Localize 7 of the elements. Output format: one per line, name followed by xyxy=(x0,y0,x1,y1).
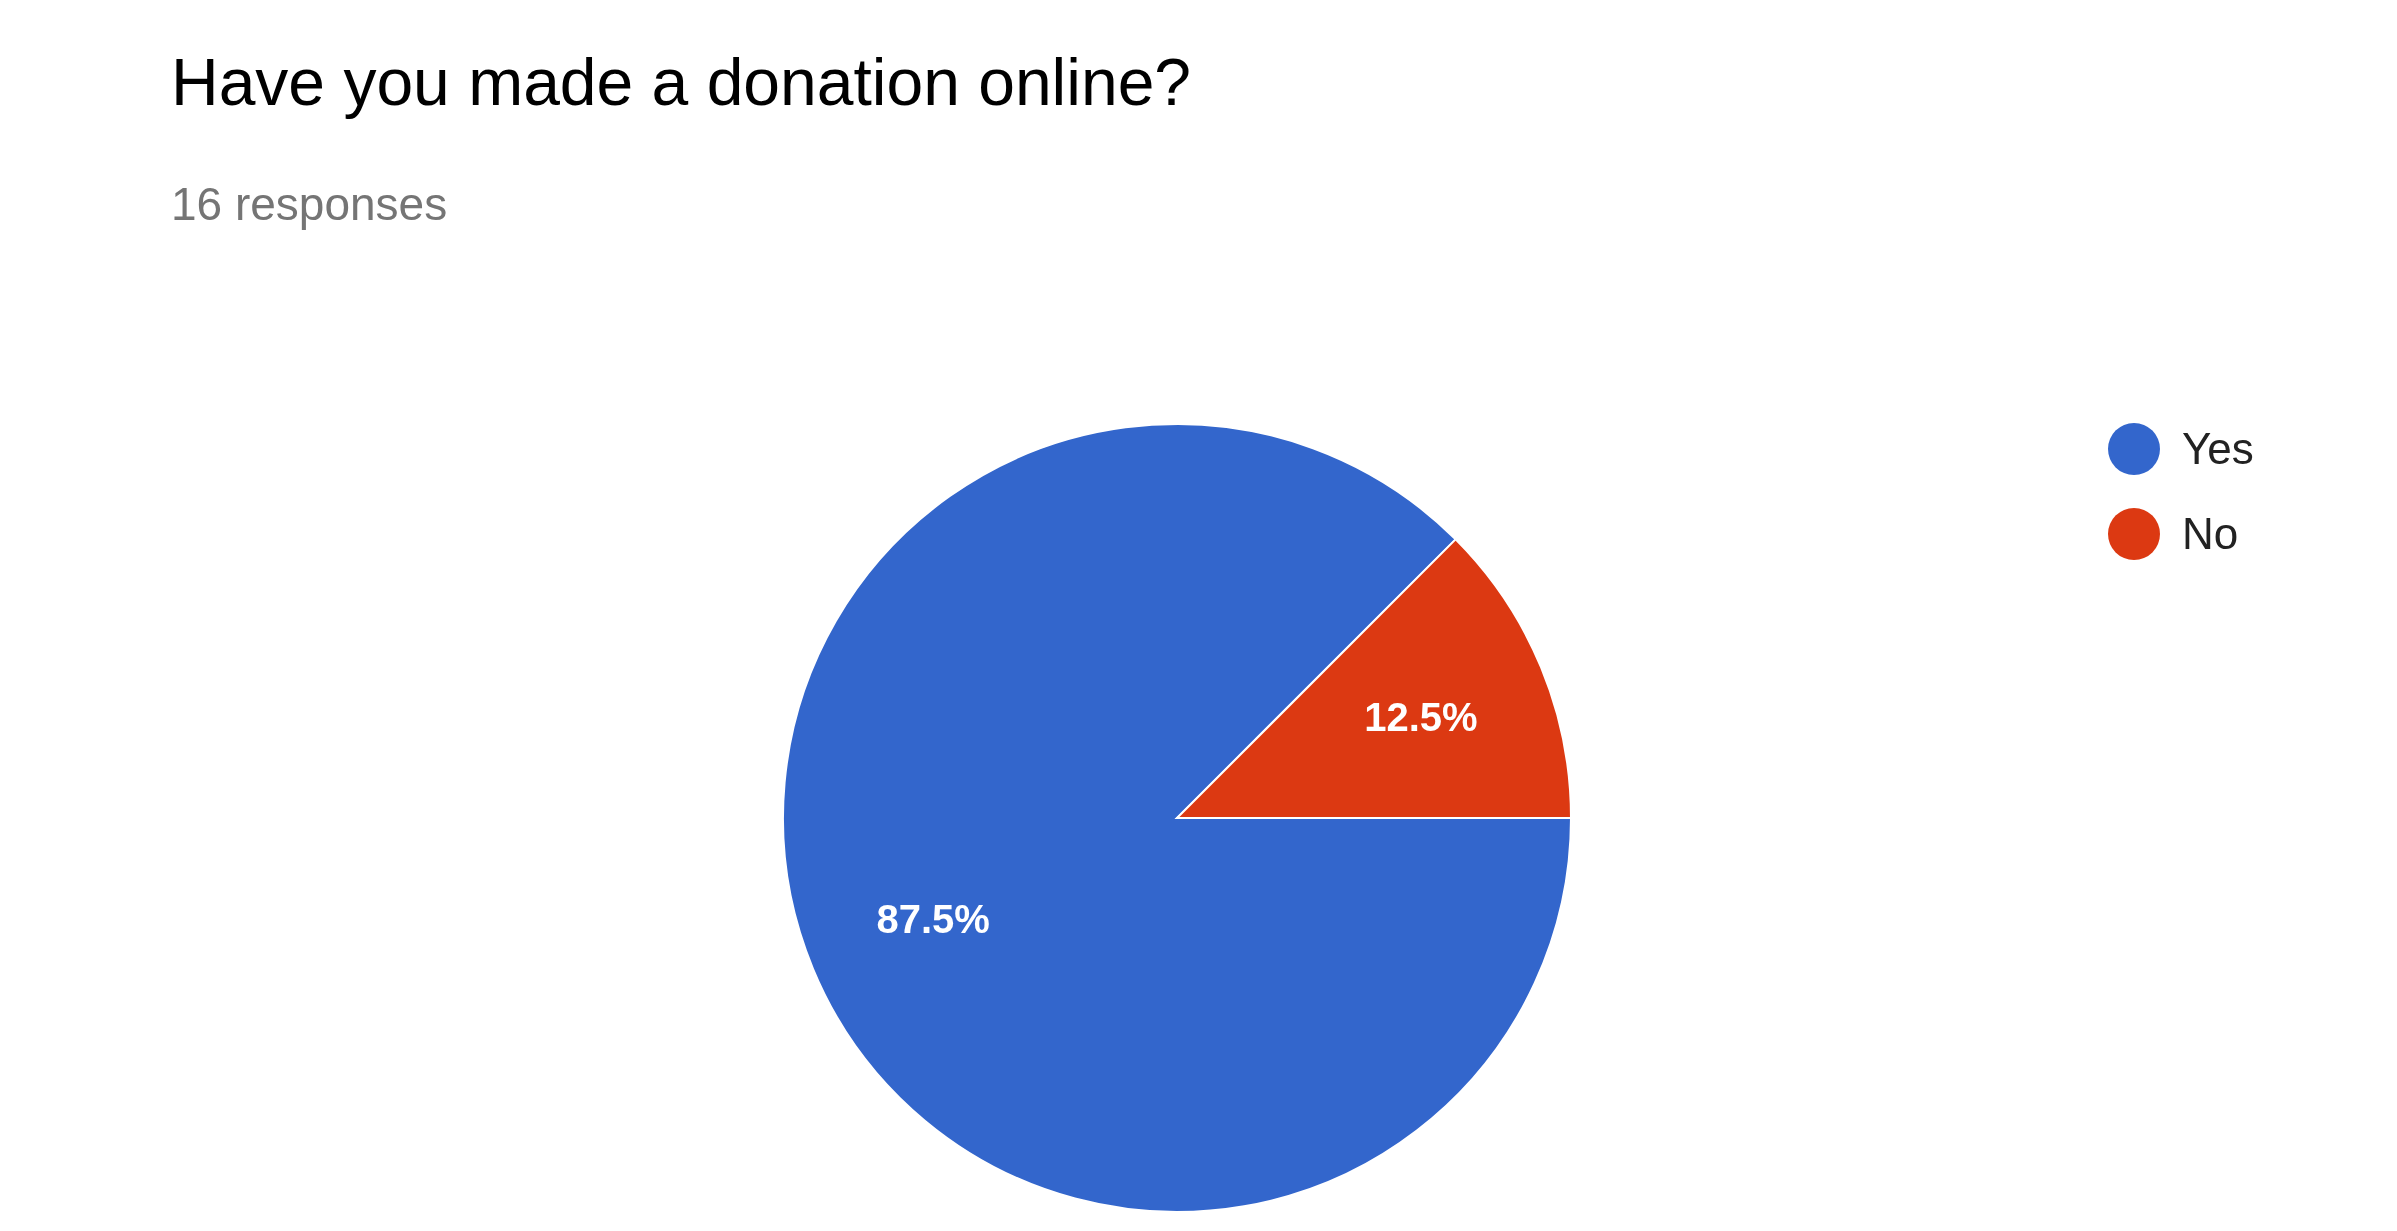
pie-slice xyxy=(782,423,1572,1213)
text: 16 responses xyxy=(171,178,448,230)
legend-label: No xyxy=(2182,509,2239,559)
legend-label: Yes xyxy=(2182,424,2254,474)
data-label: 87.5% xyxy=(876,897,990,942)
data-label: 12.5% xyxy=(1364,694,1478,739)
chart-title: Have you made a donation online? xyxy=(171,45,1192,119)
